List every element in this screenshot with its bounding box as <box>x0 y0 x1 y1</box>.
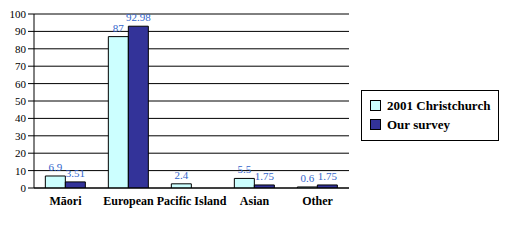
svg-text:87: 87 <box>113 22 125 34</box>
svg-text:6.9: 6.9 <box>48 161 62 173</box>
svg-text:20: 20 <box>15 147 27 159</box>
svg-text:40: 40 <box>15 112 27 124</box>
svg-text:Pacific Island: Pacific Island <box>157 194 227 208</box>
svg-text:5.5: 5.5 <box>237 163 251 175</box>
svg-text:70: 70 <box>15 60 27 72</box>
svg-text:0.6: 0.6 <box>300 172 314 184</box>
svg-text:100: 100 <box>10 8 27 20</box>
svg-text:European: European <box>103 194 154 208</box>
svg-text:10: 10 <box>15 165 27 177</box>
svg-text:80: 80 <box>15 43 27 55</box>
svg-text:1.75: 1.75 <box>318 170 338 182</box>
svg-text:1.75: 1.75 <box>255 170 275 182</box>
svg-text:90: 90 <box>15 25 27 37</box>
svg-text:92.98: 92.98 <box>126 11 151 23</box>
svg-text:2.4: 2.4 <box>174 169 188 181</box>
svg-text:Other: Other <box>302 194 333 208</box>
svg-text:Asian: Asian <box>240 194 270 208</box>
html-text:Our survey: Our survey <box>387 116 450 132</box>
svg-text:50: 50 <box>15 95 27 107</box>
svg-text:60: 60 <box>15 78 27 90</box>
svg-text:3.51: 3.51 <box>66 167 85 179</box>
svg-text:Māori: Māori <box>50 194 83 208</box>
svg-text:0: 0 <box>21 182 27 194</box>
svg-text:30: 30 <box>15 130 27 142</box>
html-text:2001 Christchurch: 2001 Christchurch <box>387 97 491 113</box>
